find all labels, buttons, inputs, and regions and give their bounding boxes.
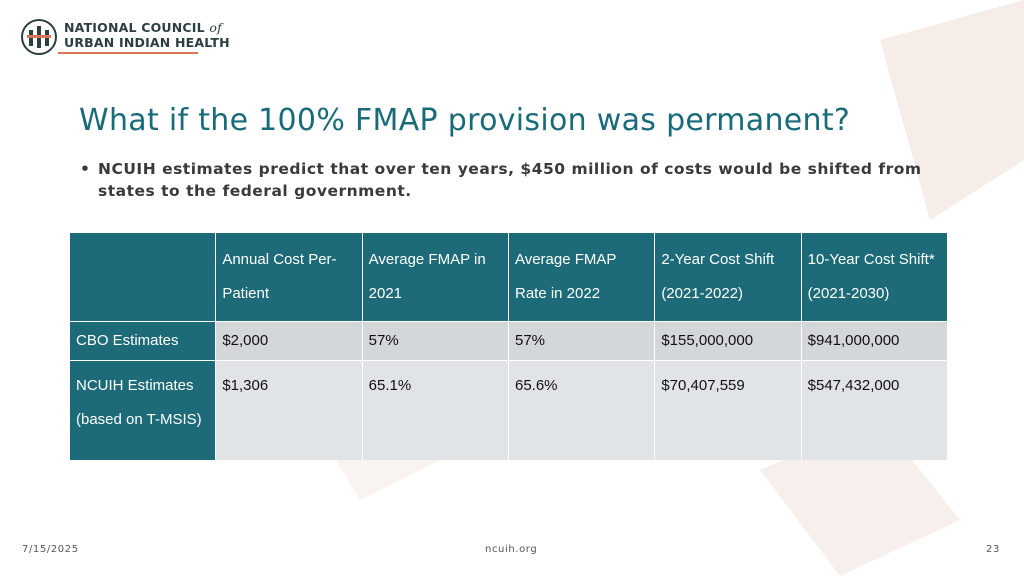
row-label: CBO Estimates xyxy=(70,321,217,360)
header-10-year-shift: 10-Year Cost Shift* (2021-2030) xyxy=(801,233,948,321)
header-fmap-2022: Average FMAP Rate in 2022 xyxy=(508,233,656,321)
header-fmap-2021: Average FMAP in 2021 xyxy=(362,233,509,321)
table-header-row: Annual Cost Per-Patient Average FMAP in … xyxy=(70,233,948,321)
header-annual-cost: Annual Cost Per-Patient xyxy=(216,233,363,321)
table-row: CBO Estimates $2,000 57% 57% $155,000,00… xyxy=(70,321,948,360)
table-cell: $2,000 xyxy=(216,321,363,360)
table-cell: 57% xyxy=(508,321,656,360)
footer-page-number: 23 xyxy=(986,544,1000,555)
footer-site: ncuih.org xyxy=(485,544,538,555)
organization-logo: NATIONAL COUNCIL of URBAN INDIAN HEALTH xyxy=(20,18,230,56)
logo-wordmark: NATIONAL COUNCIL of URBAN INDIAN HEALTH xyxy=(64,20,230,50)
table-cell: $547,432,000 xyxy=(801,360,948,460)
table-cell: 65.6% xyxy=(508,360,656,460)
ncuih-emblem-icon xyxy=(21,19,57,55)
table-cell: $70,407,559 xyxy=(655,360,802,460)
table-cell: $1,306 xyxy=(216,360,363,460)
table-cell: $941,000,000 xyxy=(801,321,948,360)
table-cell: $155,000,000 xyxy=(655,321,802,360)
bullet-icon: • xyxy=(80,160,91,178)
bullet-point: • NCUIH estimates predict that over ten … xyxy=(80,158,960,202)
bullet-text: NCUIH estimates predict that over ten ye… xyxy=(98,160,922,200)
header-cell-empty xyxy=(70,233,217,321)
table-row: NCUIH Estimates (based on T-MSIS) $1,306… xyxy=(70,360,948,460)
header-2-year-shift: 2-Year Cost Shift (2021-2022) xyxy=(655,233,802,321)
logo-underline xyxy=(58,52,198,54)
row-label: NCUIH Estimates (based on T-MSIS) xyxy=(70,360,217,460)
table-cell: 65.1% xyxy=(362,360,509,460)
footer-date: 7/15/2025 xyxy=(22,544,79,555)
cost-estimates-table: Annual Cost Per-Patient Average FMAP in … xyxy=(70,233,948,460)
table-cell: 57% xyxy=(362,321,509,360)
slide-title: What if the 100% FMAP provision was perm… xyxy=(79,103,851,138)
